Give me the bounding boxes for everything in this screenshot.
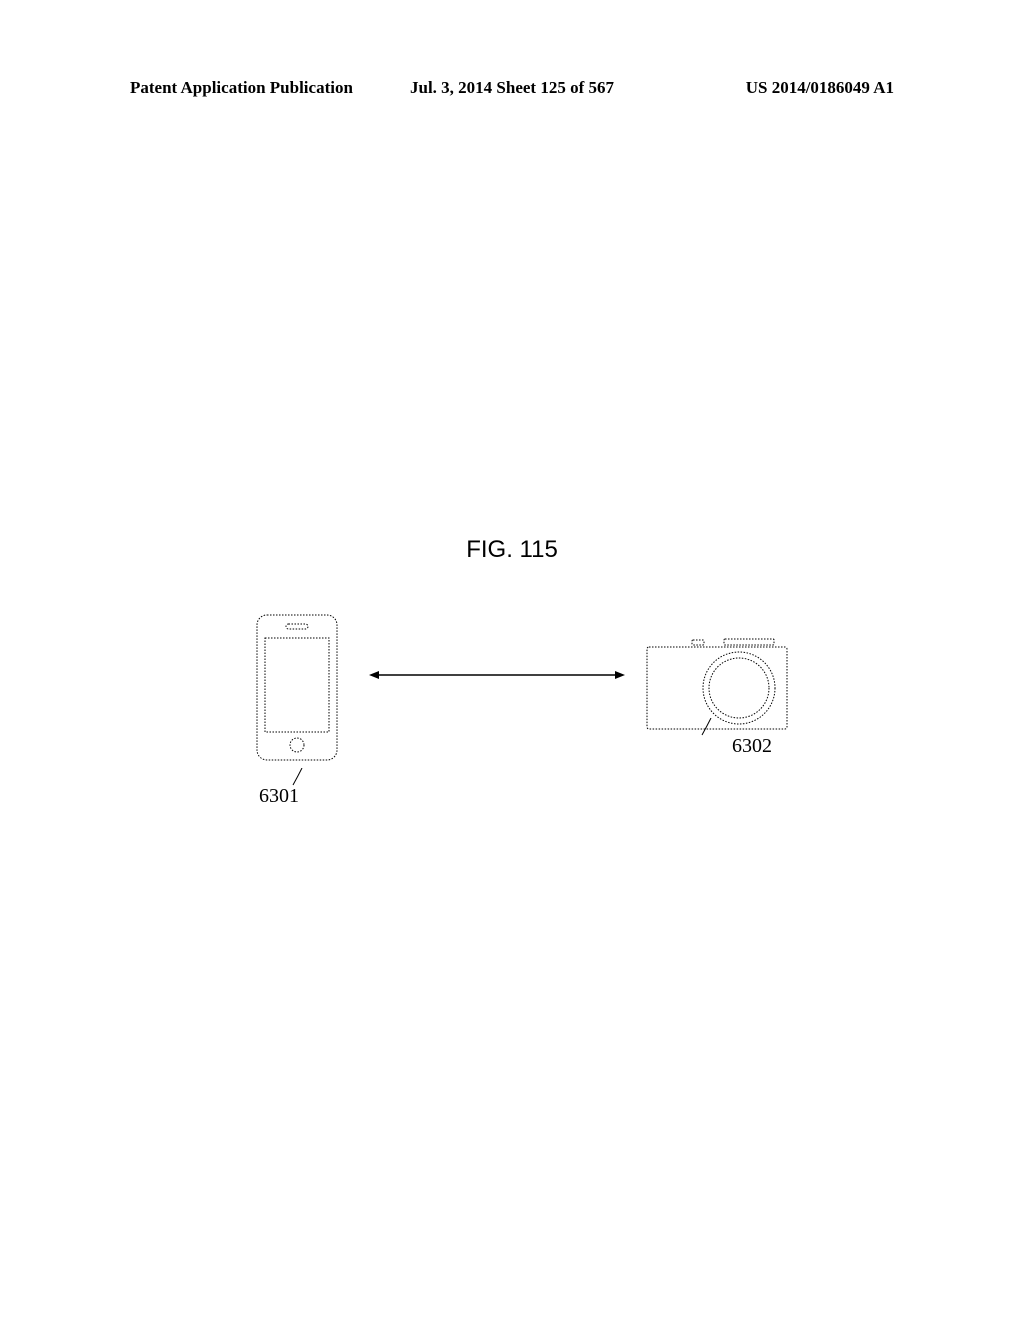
figure-title: FIG. 115 xyxy=(466,536,558,564)
bidirectional-arrow-icon xyxy=(367,665,627,685)
header-publication-type: Patent Application Publication xyxy=(130,78,385,98)
header-date-sheet: Jul. 3, 2014 Sheet 125 of 567 xyxy=(385,78,640,98)
diagram-container: 6301 6302 xyxy=(212,610,812,810)
smartphone-label: 6301 xyxy=(259,785,299,808)
leader-line-camera xyxy=(699,718,719,738)
smartphone-icon xyxy=(252,610,342,765)
camera-label: 6302 xyxy=(732,735,772,758)
header-patent-number: US 2014/0186049 A1 xyxy=(639,78,894,98)
page-header: Patent Application Publication Jul. 3, 2… xyxy=(0,78,1024,98)
